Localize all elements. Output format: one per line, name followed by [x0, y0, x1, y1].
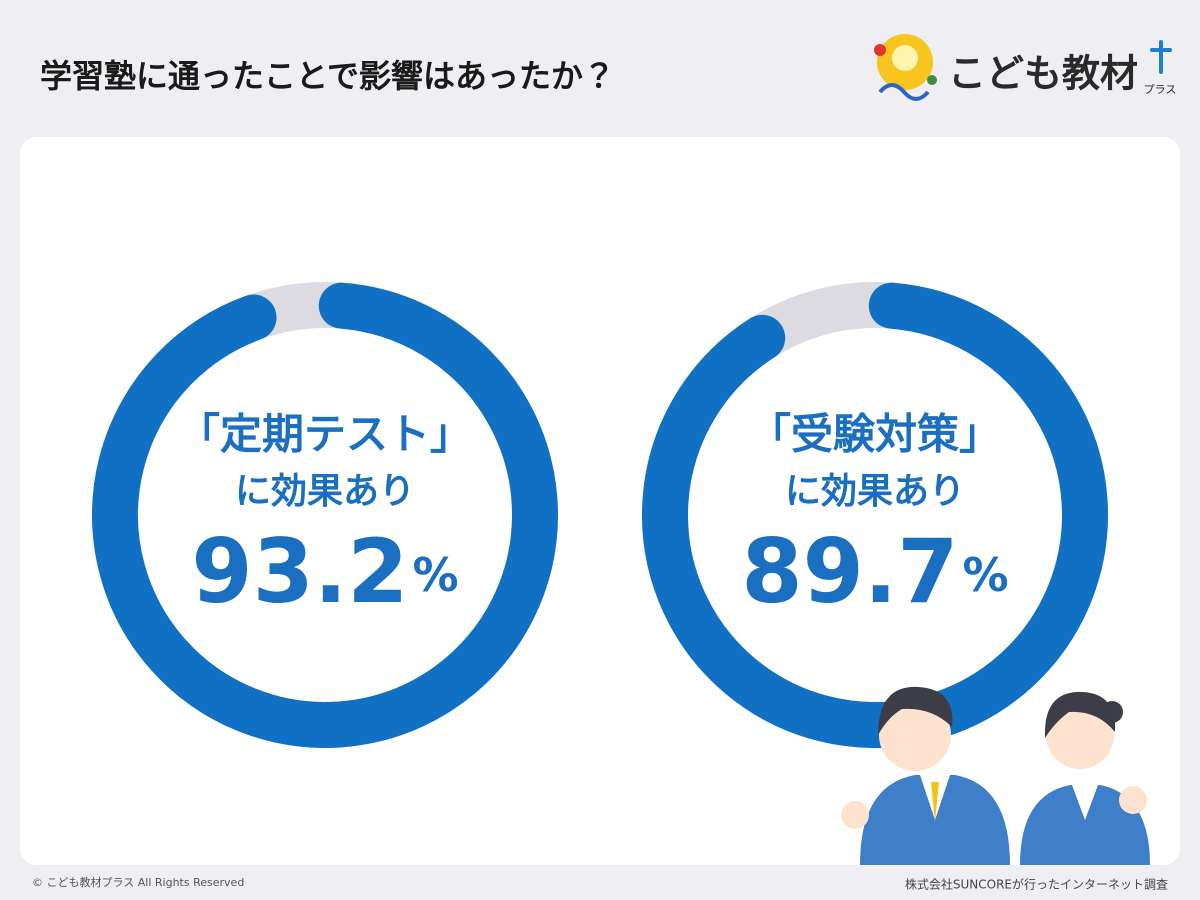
logo-subtext: プラス [1144, 83, 1177, 96]
person-hair [1044, 691, 1116, 738]
person-shirt [1072, 785, 1098, 820]
person-body [1020, 785, 1150, 865]
person-face [1046, 701, 1114, 769]
person-hair-bun [1101, 701, 1123, 723]
person-face [879, 699, 951, 771]
value-number: 89.7 [741, 520, 958, 623]
panel [20, 137, 1180, 865]
value-label: 93.2% [191, 520, 458, 623]
person-fist [841, 801, 869, 829]
donut-label: 「定期テスト」 [178, 410, 472, 459]
source-note: 株式会社SUNCOREが行ったインターネット調査 [905, 877, 1168, 892]
value-unit: % [413, 548, 459, 602]
logo-wave [878, 83, 930, 101]
copyright: © こども教材プラス All Rights Reserved [32, 875, 244, 889]
value-label: 89.7% [741, 520, 1008, 623]
donut-label: 「受験対策」 [749, 410, 1001, 459]
charts: 「定期テスト」に効果あり 93.2% 「受験対策」に効果あり 89.7% [92, 282, 1108, 748]
donut-sublabel: に効果あり [235, 471, 415, 512]
page-title: 学習塾に通ったことで影響はあったか？ [40, 57, 615, 95]
illustration [841, 686, 1150, 865]
donut-sublabel: に効果あり [785, 471, 965, 512]
logo-dot [927, 75, 937, 85]
logo: こども教材 プラス [874, 34, 1177, 101]
donut-arc [92, 282, 558, 748]
logo-bulb [892, 45, 918, 71]
person-hair [878, 686, 953, 735]
person-fist [1119, 786, 1147, 814]
person-tie [931, 782, 939, 822]
logo-text: こども教材 [948, 52, 1138, 96]
value-unit: % [963, 548, 1009, 602]
logo-plus [1150, 40, 1172, 74]
logo-dot [874, 44, 886, 56]
value-number: 93.2 [191, 520, 408, 623]
